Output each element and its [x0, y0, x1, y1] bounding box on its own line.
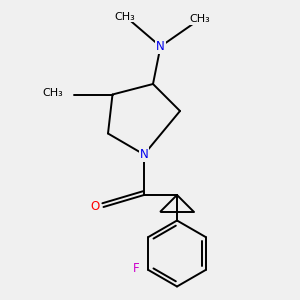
Text: N: N: [140, 148, 148, 161]
Text: F: F: [133, 262, 139, 275]
Text: N: N: [156, 40, 165, 53]
Text: CH₃: CH₃: [189, 14, 210, 25]
Text: O: O: [91, 200, 100, 214]
Text: CH₃: CH₃: [42, 88, 63, 98]
Text: CH₃: CH₃: [114, 11, 135, 22]
